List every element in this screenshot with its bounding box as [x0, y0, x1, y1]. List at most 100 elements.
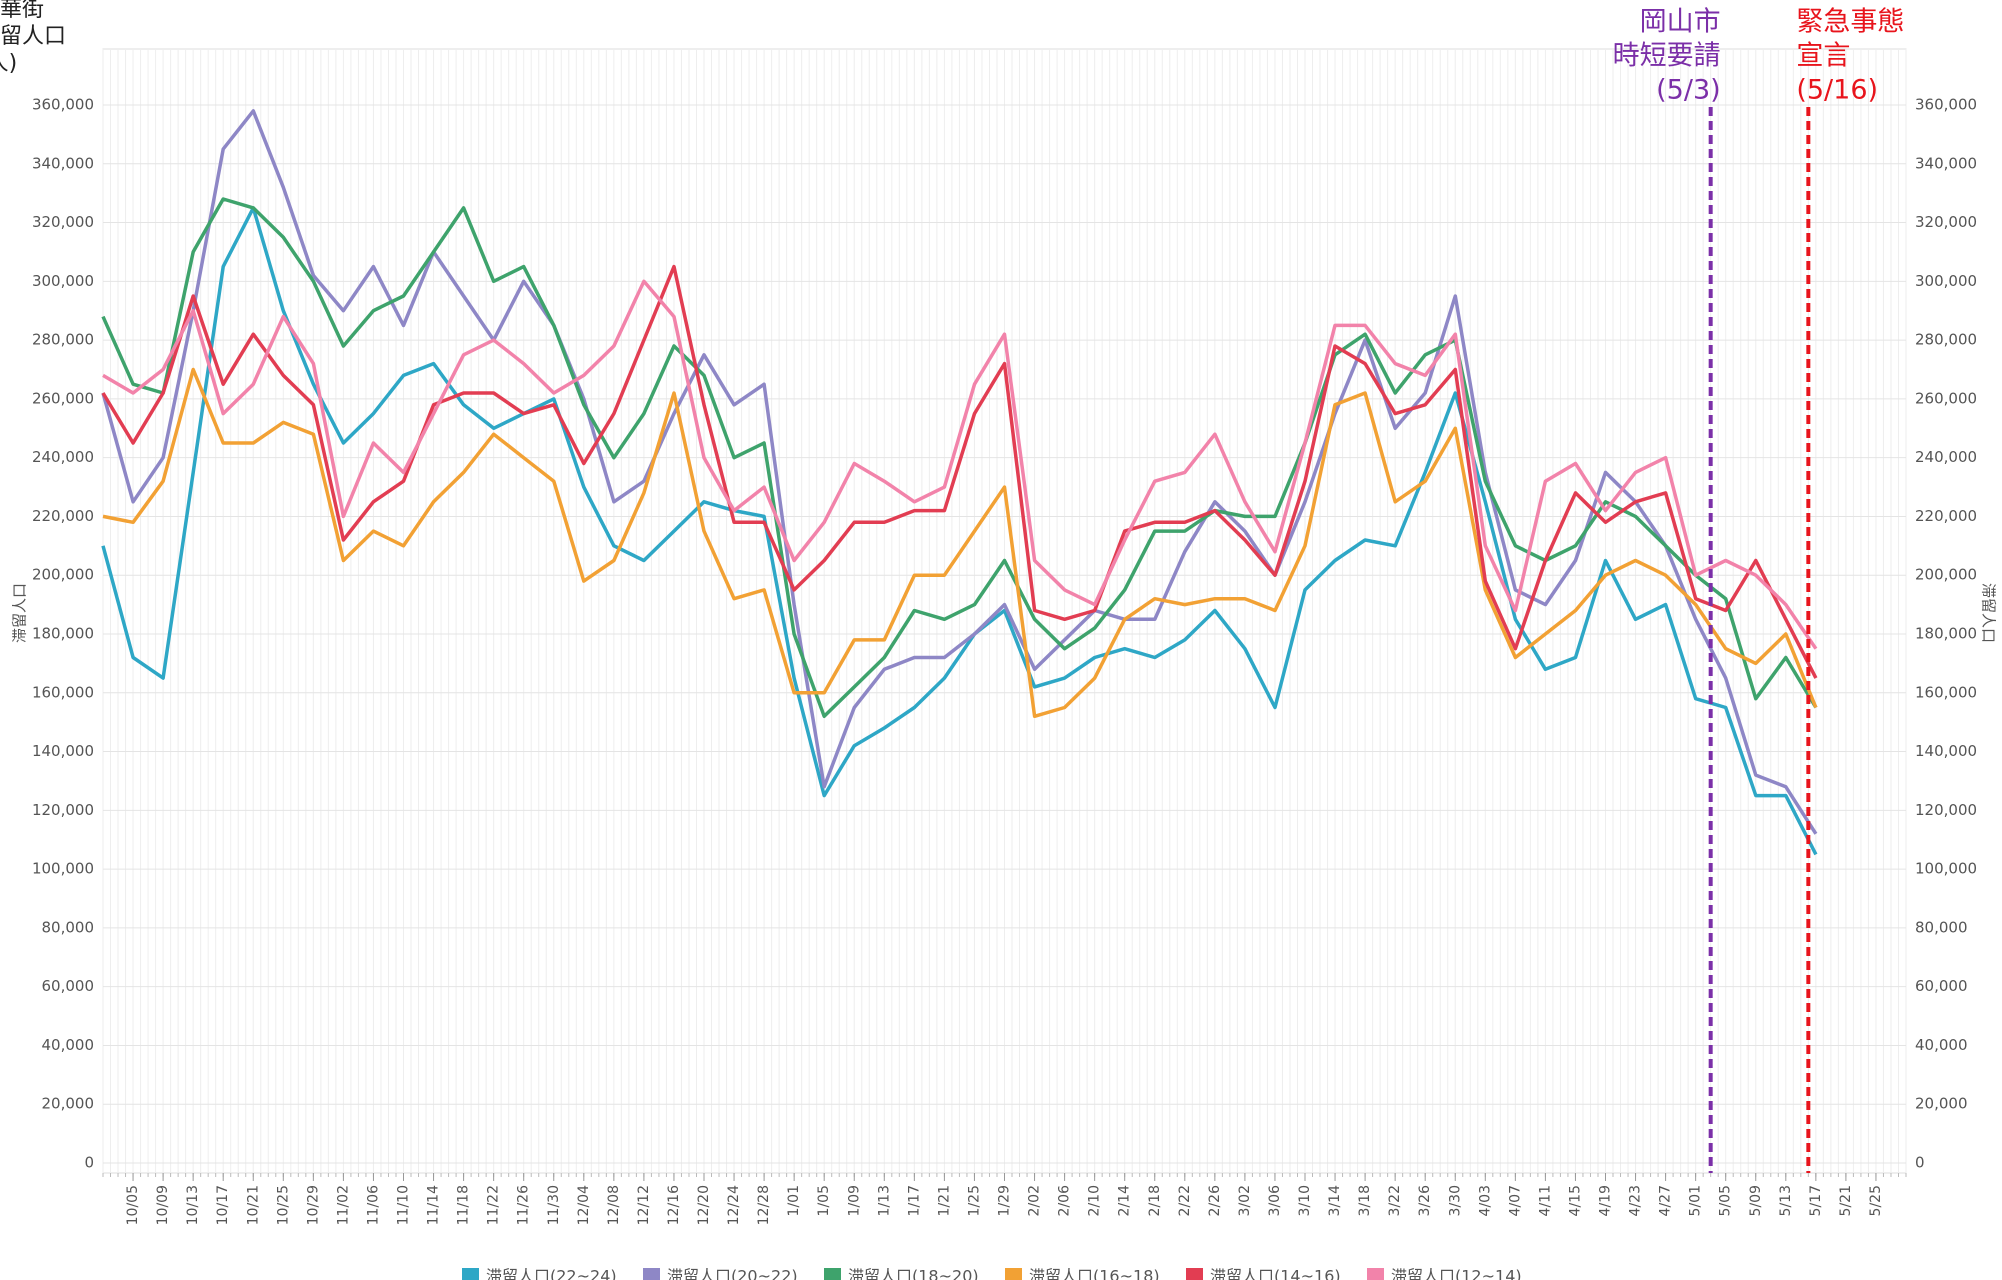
x-tick-label: 10/29 — [305, 1185, 321, 1225]
x-tick-label: 11/10 — [396, 1185, 412, 1225]
y-tick-label: 100,000 — [32, 860, 94, 878]
y2-axis-label: 滞留人口 — [1980, 583, 1998, 643]
x-tick-label: 4/11 — [1537, 1185, 1553, 1216]
x-tick-label: 3/06 — [1267, 1185, 1283, 1217]
y2-tick-label: 40,000 — [1915, 1036, 1968, 1054]
x-tick-label: 10/17 — [215, 1185, 231, 1225]
y-tick-label: 320,000 — [32, 213, 94, 231]
x-tick-label: 1/17 — [906, 1185, 922, 1216]
x-tick-label: 11/06 — [365, 1185, 381, 1225]
y2-tick-label: 60,000 — [1915, 977, 1968, 995]
x-tick-label: 2/06 — [1057, 1185, 1073, 1217]
y-tick-label: 80,000 — [42, 918, 95, 936]
x-tick-label: 4/19 — [1598, 1185, 1614, 1216]
x-tick-label: 12/04 — [576, 1185, 592, 1225]
y2-tick-label: 0 — [1915, 1154, 1925, 1172]
y-axis-title: 滞留人口 — [0, 24, 66, 49]
y-tick-label: 300,000 — [32, 272, 94, 290]
x-tick-label: 3/26 — [1417, 1185, 1433, 1217]
x-tick-label: 11/30 — [546, 1185, 562, 1225]
annotation-text: 緊急事態 — [1796, 7, 1904, 38]
x-tick-label: 11/18 — [456, 1185, 472, 1225]
annotation-text: (5/16) — [1796, 75, 1878, 106]
y-tick-label: 160,000 — [32, 683, 94, 701]
x-tick-label: 10/13 — [185, 1185, 201, 1225]
x-tick-label: 11/02 — [335, 1185, 351, 1225]
x-tick-label: 1/05 — [816, 1185, 832, 1216]
x-tick-label: 4/07 — [1507, 1185, 1523, 1216]
series-line — [102, 279, 1818, 650]
x-tick-label: 12/08 — [606, 1185, 622, 1225]
y2-tick-label: 20,000 — [1915, 1095, 1968, 1113]
y-tick-label: 200,000 — [32, 566, 94, 584]
y2-tick-label: 140,000 — [1915, 742, 1977, 760]
legend-label: 滞留人口(12~14) — [1391, 1267, 1522, 1280]
y2-tick-label: 220,000 — [1915, 507, 1977, 525]
annotation-text: 岡山市 — [1640, 7, 1721, 38]
x-tick-label: 11/26 — [516, 1185, 532, 1225]
y-tick-label: 360,000 — [32, 96, 94, 114]
x-tick-label: 5/17 — [1808, 1185, 1824, 1216]
y-tick-label: 120,000 — [32, 801, 94, 819]
y-tick-label: 0 — [84, 1154, 94, 1172]
x-tick-label: 12/28 — [756, 1185, 772, 1225]
x-tick-label: 4/03 — [1477, 1185, 1493, 1216]
x-tick-label: 3/22 — [1387, 1185, 1403, 1216]
y2-tick-label: 200,000 — [1915, 566, 1977, 584]
y-tick-label: 180,000 — [32, 625, 94, 643]
x-tick-label: 4/23 — [1628, 1185, 1644, 1216]
legend-swatch — [1186, 1268, 1203, 1280]
x-tick-label: 11/14 — [426, 1185, 442, 1225]
x-tick-label: 4/15 — [1567, 1185, 1583, 1216]
annotation-text: (5/3) — [1656, 75, 1721, 106]
x-tick-label: 10/21 — [245, 1185, 261, 1225]
x-tick-label: 2/26 — [1207, 1185, 1223, 1217]
y2-tick-label: 180,000 — [1915, 625, 1977, 643]
legend-swatch — [824, 1268, 841, 1280]
x-tick-label: 1/21 — [936, 1185, 952, 1216]
x-tick-label: 12/16 — [666, 1185, 682, 1225]
x-tick-label: 3/10 — [1297, 1185, 1313, 1216]
legend-label: 滞留人口(20~22) — [667, 1267, 798, 1280]
x-tick-label: 2/10 — [1087, 1185, 1103, 1216]
x-tick-label: 3/02 — [1237, 1185, 1253, 1216]
legend-swatch — [643, 1268, 660, 1280]
y-tick-label: 140,000 — [32, 742, 94, 760]
y-axis-title: 繁華街 — [0, 0, 44, 22]
x-tick-label: 12/20 — [696, 1185, 712, 1225]
x-tick-label: 5/05 — [1718, 1185, 1734, 1216]
x-tick-label: 3/18 — [1357, 1185, 1373, 1216]
x-tick-label: 12/12 — [636, 1185, 652, 1225]
y2-tick-label: 120,000 — [1915, 801, 1977, 819]
legend-swatch — [1005, 1268, 1022, 1280]
y-axis-label: 滞留人口 — [11, 583, 29, 643]
x-tick-label: 1/29 — [997, 1185, 1013, 1216]
y-tick-label: 20,000 — [42, 1095, 95, 1113]
x-tick-label: 11/22 — [486, 1185, 502, 1225]
x-tick-label: 1/01 — [786, 1185, 802, 1216]
y-tick-label: 280,000 — [32, 331, 94, 349]
x-tick-label: 2/22 — [1177, 1185, 1193, 1216]
y-tick-label: 340,000 — [32, 154, 94, 172]
x-tick-label: 12/24 — [726, 1185, 742, 1225]
x-tick-label: 1/09 — [846, 1185, 862, 1216]
y2-tick-label: 320,000 — [1915, 213, 1977, 231]
y2-tick-label: 260,000 — [1915, 389, 1977, 407]
x-tick-label: 2/18 — [1147, 1185, 1163, 1216]
legend-label: 滞留人口(16~18) — [1029, 1267, 1160, 1280]
legend-label: 滞留人口(14~16) — [1210, 1267, 1341, 1280]
y-tick-label: 60,000 — [42, 977, 95, 995]
x-tick-label: 5/13 — [1778, 1185, 1794, 1216]
y2-tick-label: 300,000 — [1915, 272, 1977, 290]
x-tick-label: 5/25 — [1868, 1185, 1884, 1216]
x-tick-label: 2/02 — [1027, 1185, 1043, 1216]
y-tick-label: 240,000 — [32, 448, 94, 466]
legend-label: 滞留人口(22~24) — [486, 1267, 617, 1280]
y2-tick-label: 340,000 — [1915, 154, 1977, 172]
x-tick-label: 4/27 — [1658, 1185, 1674, 1216]
x-tick-label: 3/30 — [1447, 1185, 1463, 1216]
x-tick-label: 5/21 — [1838, 1185, 1854, 1216]
series-line — [101, 109, 1818, 835]
x-tick-label: 5/09 — [1748, 1185, 1764, 1216]
